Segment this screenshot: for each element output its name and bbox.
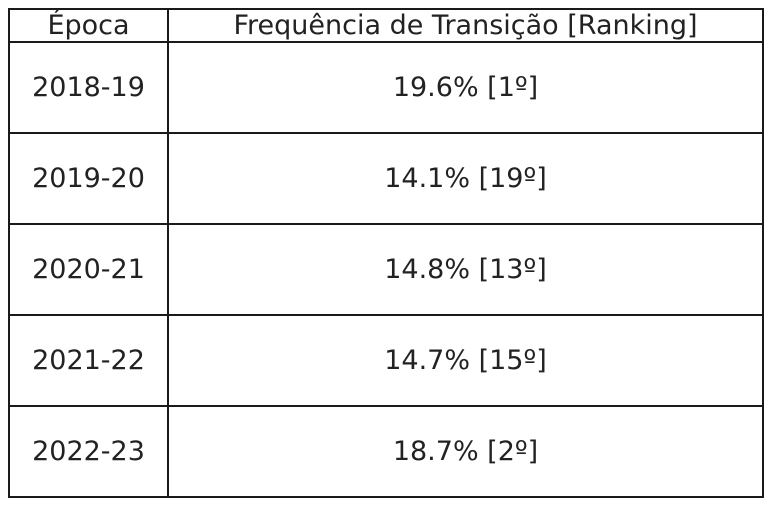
table-row: 2021-22 14.7% [15º] bbox=[8, 314, 764, 407]
header-cell: Época bbox=[8, 8, 169, 43]
season-cell: 2021-22 bbox=[8, 314, 169, 407]
table-body: 2018-19 19.6% [1º] 2019-20 14.1% [19º] 2020-… bbox=[8, 41, 764, 498]
frequency-cell: 18.7% [2º] bbox=[167, 405, 764, 498]
frequency-cell: 14.1% [19º] bbox=[167, 132, 764, 225]
frequency-cell: 14.8% [13º] bbox=[167, 223, 764, 316]
season-cell: 2019-20 bbox=[8, 132, 169, 225]
season-cell: 2018-19 bbox=[8, 41, 169, 134]
table-row: 2020-21 14.8% [13º] bbox=[8, 223, 764, 316]
table-row: 2018-19 19.6% [1º] bbox=[8, 41, 764, 134]
frequency-cell: 19.6% [1º] bbox=[167, 41, 764, 134]
season-cell: 2020-21 bbox=[8, 223, 169, 316]
frequency-cell: 14.7% [15º] bbox=[167, 314, 764, 407]
table-header: Época Frequência de Transição [Ranking] bbox=[8, 8, 764, 43]
season-cell: 2022-23 bbox=[8, 405, 169, 498]
data-table: Época Frequência de Transição [Ranking] … bbox=[8, 8, 764, 498]
header-row: Época Frequência de Transição [Ranking] bbox=[8, 8, 764, 43]
header-cell: Frequência de Transição [Ranking] bbox=[167, 8, 764, 43]
table-row: 2019-20 14.1% [19º] bbox=[8, 132, 764, 225]
table-row: 2022-23 18.7% [2º] bbox=[8, 405, 764, 498]
